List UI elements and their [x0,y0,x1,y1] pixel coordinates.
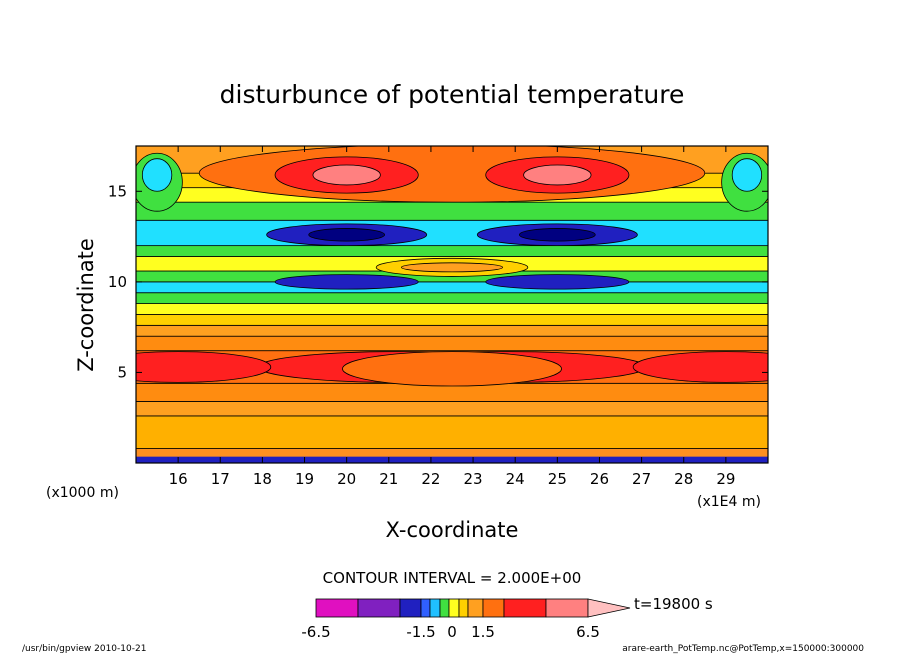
contour-band-6 [136,324,768,337]
y-axis-label: Z-coordinate [74,238,98,372]
x-tick-label: 21 [379,470,398,488]
colorbar-segment [315,598,359,618]
x-tick-label: 20 [337,470,356,488]
contour-cell-20 [141,158,173,192]
x-tick-label: 25 [548,470,567,488]
y-tick-label: 5 [117,363,127,381]
colorbar-segment [458,598,469,618]
x-tick-label: 19 [295,470,314,488]
x-tick-label: 16 [169,470,188,488]
chart-title: disturbunce of potential temperature [220,80,685,109]
contour-cell-12 [519,228,596,242]
contour-cell-6 [485,274,630,290]
contour-cell-8 [401,262,503,273]
contour-cell-17 [523,164,592,186]
x-axis-ticks: 16 17 18 19 20 21 22 23 24 25 26 27 28 29 [169,146,735,488]
footer-right: arare-earth_PotTemp.nc@PotTemp,x=150000:… [622,644,864,654]
colorbar-extend-arrow [587,598,631,618]
colorbar-segment [467,598,484,618]
contour-band-14 [136,219,768,247]
contour-band-13 [136,245,768,257]
colorbar-segment [448,598,460,618]
contour-cell-5 [274,274,419,290]
y-axis-ticks: 5 10 15 [108,182,768,381]
colorbar-segment [420,598,431,618]
y-axis-unit: (x1000 m) [46,485,119,501]
x-tick-label: 23 [464,470,483,488]
x-tick-label: 18 [253,470,272,488]
footer-left: /usr/bin/gpview 2010-10-21 [22,644,146,654]
colorbar-segment [545,598,589,618]
colorbar-segment [439,598,450,618]
contour-band-9 [136,292,768,304]
x-axis-unit: (x1E4 m) [697,494,761,510]
y-tick-label: 10 [108,273,127,291]
colorbar-segment [399,598,422,618]
colorbar-tick-label: 0 [447,623,457,641]
colorbar-segment [503,598,547,618]
x-axis-label: X-coordinate [386,518,519,542]
contour-band-10 [136,281,768,294]
contour-band-5 [136,335,768,352]
time-label: t=19800 s [634,595,713,613]
contour-band-7 [136,314,768,326]
surface-band [136,456,768,463]
colorbar-segment [429,598,441,618]
x-tick-label: 17 [211,470,230,488]
contour-cell-21 [731,158,763,192]
contour-band-1 [136,415,768,449]
contour-band-2 [136,401,768,417]
colorbar [315,598,631,618]
x-tick-label: 28 [674,470,693,488]
x-tick-label: 26 [590,470,609,488]
colorbar-segment [482,598,505,618]
x-tick-label: 29 [716,470,735,488]
contour-cell-11 [308,228,385,242]
plot-area [136,146,768,463]
x-tick-label: 24 [506,470,525,488]
contour-cell-2 [136,351,272,383]
colorbar-tick-labels: -6.5 -1.5 0 1.5 6.5 [301,623,600,641]
colorbar-tick-label: -1.5 [406,623,435,641]
x-tick-label: 27 [632,470,651,488]
contour-interval-label: CONTOUR INTERVAL = 2.000E+00 [323,569,582,587]
colorbar-segment [357,598,401,618]
contour-cell-3 [632,351,768,383]
x-tick-label: 22 [421,470,440,488]
y-tick-label: 15 [108,182,127,200]
contour-cell-16 [312,164,381,186]
contour-cell-4 [342,351,562,387]
contour-band-15 [136,201,768,221]
colorbar-tick-label: 6.5 [576,623,600,641]
contour-band-8 [136,303,768,315]
plot-frame [135,145,769,464]
colorbar-tick-label: -6.5 [301,623,330,641]
colorbar-tick-label: 1.5 [471,623,495,641]
